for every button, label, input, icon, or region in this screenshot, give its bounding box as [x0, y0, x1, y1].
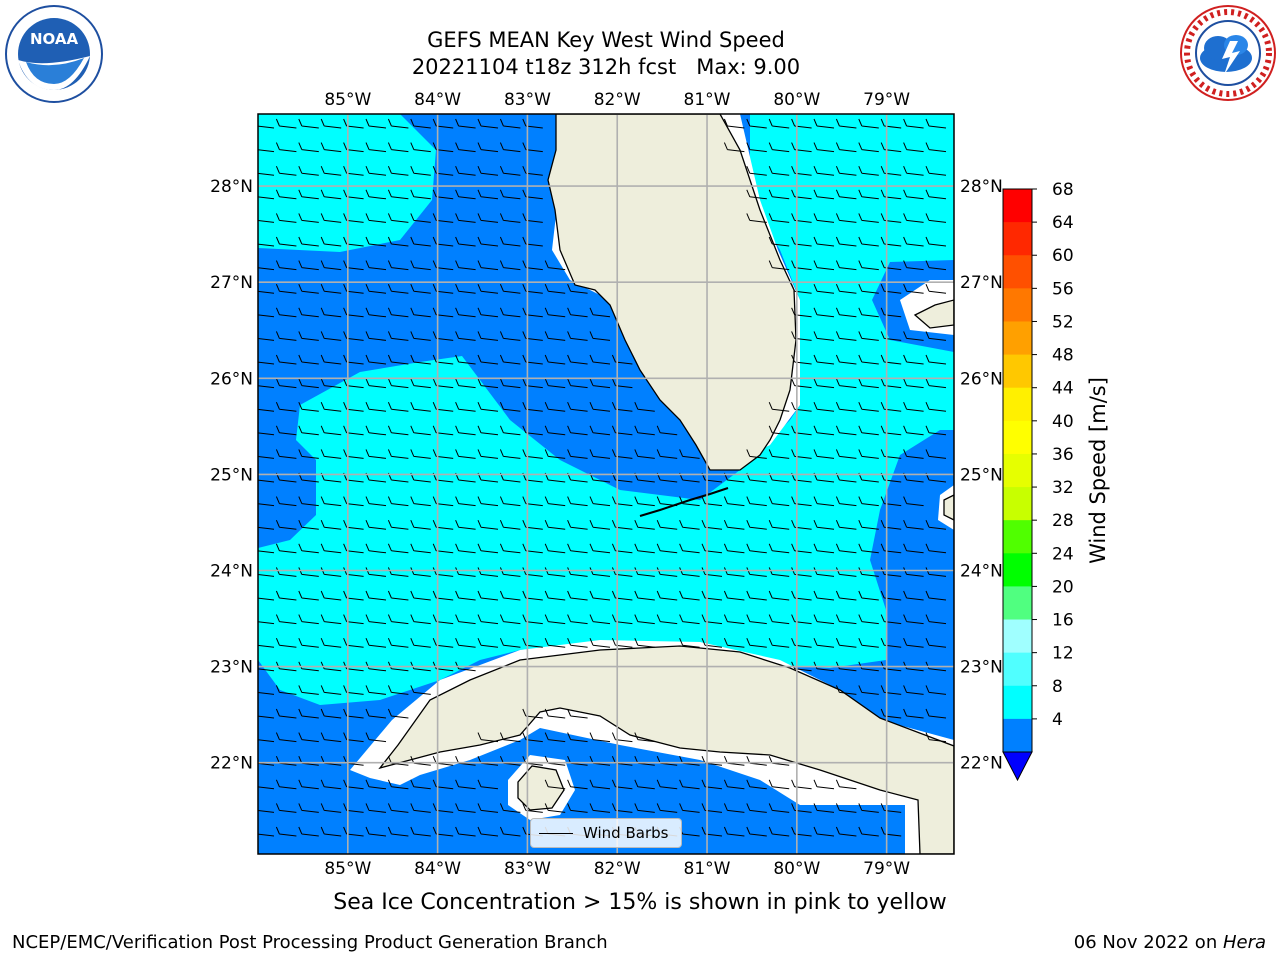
- wind-barb-legend-line: [539, 832, 573, 834]
- lon-tick-bottom: 84°W: [414, 859, 461, 879]
- isle-of-youth-land: [517, 765, 565, 811]
- colorbar-segment: [1003, 520, 1032, 554]
- colorbar-tick-label: 44: [1052, 379, 1074, 399]
- map-frame: [257, 113, 955, 855]
- andros-land: [943, 494, 954, 521]
- colorbar-tick-label: 20: [1052, 577, 1074, 597]
- map-legend: Wind Barbs: [530, 818, 682, 848]
- footer-host: Hera: [1222, 932, 1266, 953]
- lat-tick-right: 27°N: [960, 273, 1003, 293]
- colorbar-tick-label: 8: [1052, 677, 1063, 697]
- colorbar-segment: [1003, 354, 1032, 389]
- colorbar-tick-label: 64: [1052, 213, 1074, 233]
- colorbar-tick-label: 56: [1052, 279, 1074, 299]
- graticule: [258, 114, 954, 854]
- colorbar-segment: [1003, 619, 1032, 654]
- bahamas-land: [913, 299, 954, 329]
- colorbar-label: Wind Speed [m/s]: [1086, 377, 1110, 564]
- colorbar-tick-label: 28: [1052, 511, 1074, 531]
- lat-tick-left: 25°N: [210, 465, 253, 485]
- lat-tick-right: 28°N: [960, 177, 1003, 197]
- colorbar-segment: [1003, 685, 1032, 720]
- colorbar-tick-label: 68: [1052, 180, 1074, 200]
- lon-tick-bottom: 81°W: [684, 859, 731, 879]
- colorbar-segment: [1003, 288, 1032, 322]
- lon-tick-bottom: 83°W: [504, 859, 551, 879]
- wind-barbs: [258, 118, 947, 837]
- lon-tick-top: 80°W: [773, 90, 820, 110]
- colorbar-tick-label: 40: [1052, 412, 1074, 432]
- lon-tick-top: 79°W: [863, 90, 910, 110]
- footer-branch: NCEP/EMC/Verification Post Processing Pr…: [12, 932, 608, 953]
- colorbar-tick-label: 60: [1052, 246, 1074, 266]
- florida-keys: [639, 487, 729, 517]
- lon-tick-top: 81°W: [684, 90, 731, 110]
- colorbar-segment: [1003, 189, 1032, 223]
- colorbar-tick-label: 48: [1052, 346, 1074, 366]
- lat-tick-right: 22°N: [960, 754, 1003, 774]
- colorbar-tick-label: 12: [1052, 644, 1074, 664]
- lon-tick-bottom: 79°W: [863, 859, 910, 879]
- colorbar-frame: [1002, 188, 1033, 753]
- legend-label: Wind Barbs: [583, 824, 669, 842]
- colorbar-segment: [1003, 487, 1032, 521]
- colorbar-segment: [1003, 453, 1032, 488]
- colorbar-tick-label: 36: [1052, 445, 1074, 465]
- colorbar-segment: [1003, 652, 1032, 687]
- footer-date: 06 Nov 2022 on Hera: [1074, 932, 1266, 953]
- florida-land: [547, 114, 797, 471]
- nws-logo-icon: [1180, 5, 1276, 101]
- lon-tick-top: 82°W: [594, 90, 641, 110]
- wind-8-12-region: [258, 114, 436, 252]
- lat-tick-left: 23°N: [210, 658, 253, 678]
- lon-tick-bottom: 80°W: [773, 859, 820, 879]
- colorbar-segment: [1003, 553, 1032, 587]
- footer-date-text: 06 Nov 2022 on: [1073, 932, 1223, 953]
- lon-tick-top: 83°W: [504, 90, 551, 110]
- noaa-logo-text: NOAA: [30, 30, 79, 48]
- sea-ice-note: Sea Ice Concentration > 15% is shown in …: [333, 890, 947, 915]
- chart-title: GEFS MEAN Key West Wind Speed: [427, 28, 785, 52]
- lat-tick-left: 22°N: [210, 754, 253, 774]
- lat-tick-left: 24°N: [210, 561, 253, 581]
- colorbar-segment: [1003, 222, 1032, 256]
- colorbar-segment: [1003, 420, 1032, 455]
- lon-tick-top: 84°W: [414, 90, 461, 110]
- colorbar-tick-label: 52: [1052, 312, 1074, 332]
- chart-subtitle: 20221104 t18z 312h fcst Max: 9.00: [411, 55, 801, 79]
- colorbar-tick-label: 32: [1052, 478, 1074, 498]
- wind-8-12-region: [258, 114, 954, 705]
- lat-tick-left: 28°N: [210, 177, 253, 197]
- colorbar-segment: [1003, 718, 1032, 753]
- colorbar-extend-arrow: [1002, 751, 1033, 782]
- colorbar-tick-label: 4: [1052, 710, 1063, 730]
- wind-barb-glyphs: [258, 118, 947, 837]
- lat-tick-right: 26°N: [960, 369, 1003, 389]
- lon-tick-top: 85°W: [324, 90, 371, 110]
- colorbar-tick-label: 16: [1052, 611, 1074, 631]
- lat-tick-right: 25°N: [960, 465, 1003, 485]
- colorbar: 68 64 60 56 52 48 44 40 36 32 28 24 20 16 12 8 4 Wind Spe…: [1002, 180, 1110, 782]
- lat-tick-left: 26°N: [210, 369, 253, 389]
- colorbar-tick-label: 24: [1052, 544, 1074, 564]
- map-area: [257, 113, 955, 855]
- colorbar-segment: [1003, 321, 1032, 356]
- lat-tick-right: 24°N: [960, 561, 1003, 581]
- lat-tick-left: 27°N: [210, 273, 253, 293]
- colorbar-segment: [1003, 255, 1032, 289]
- noaa-logo-icon: NOAA: [5, 5, 103, 103]
- lon-tick-bottom: 82°W: [594, 859, 641, 879]
- colorbar-segment: [1003, 586, 1032, 621]
- lat-tick-right: 23°N: [960, 658, 1003, 678]
- lon-tick-bottom: 85°W: [324, 859, 371, 879]
- colorbar-segment: [1003, 387, 1032, 422]
